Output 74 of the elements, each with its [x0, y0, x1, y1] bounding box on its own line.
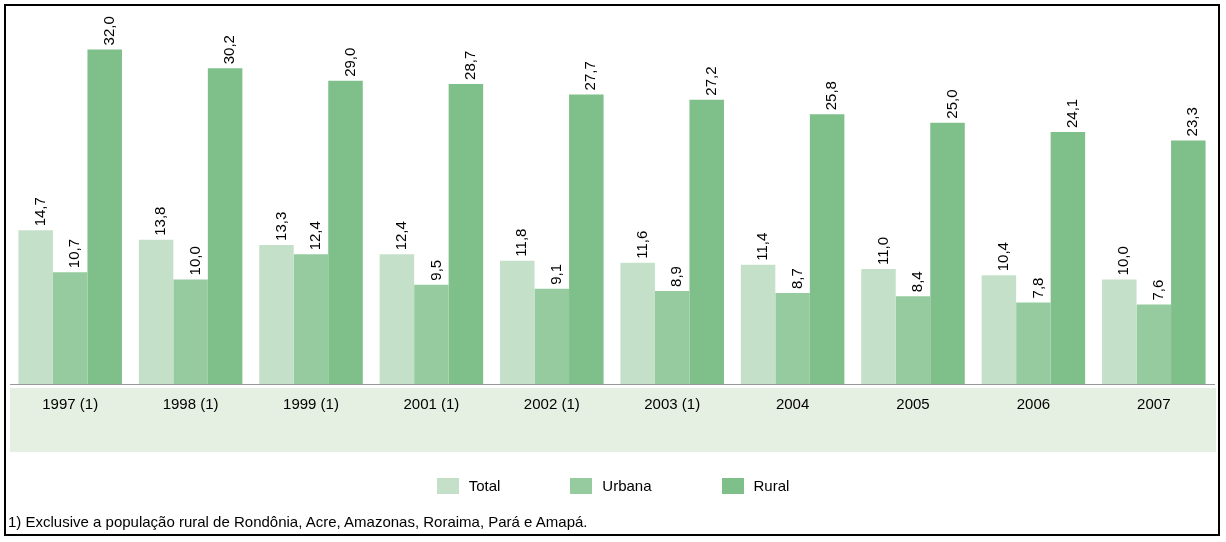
bar [569, 94, 604, 384]
bar [138, 239, 174, 384]
bar [414, 284, 449, 384]
bar [1102, 279, 1137, 384]
data-label: 10,4 [994, 242, 1012, 272]
bar [689, 99, 724, 384]
data-label: 14,7 [30, 197, 48, 227]
bar [1016, 302, 1051, 384]
data-label: 25,8 [822, 81, 840, 111]
data-label: 27,2 [701, 66, 719, 96]
data-label: 29,0 [340, 47, 358, 77]
bar [895, 296, 931, 384]
data-label: 10,0 [185, 246, 203, 276]
bar [448, 83, 484, 384]
x-tick-label: 2002 (1) [523, 395, 580, 413]
bar [654, 290, 690, 384]
bar [775, 293, 810, 384]
bar [981, 275, 1017, 384]
data-label: 8,7 [787, 268, 805, 290]
x-tick-label: 2007 [1137, 395, 1171, 413]
bar [293, 254, 329, 384]
bar [52, 272, 88, 384]
bar [534, 288, 570, 384]
legend-label: Urbana [602, 477, 652, 494]
bar [1136, 304, 1172, 384]
bar [500, 260, 535, 384]
data-label: 25,0 [942, 89, 960, 119]
data-label: 8,4 [908, 271, 926, 293]
data-label: 12,4 [392, 221, 410, 251]
data-label: 12,4 [306, 221, 324, 251]
bar [18, 230, 53, 384]
bar [1050, 132, 1086, 384]
data-label: 11,6 [632, 230, 650, 259]
data-label: 11,4 [753, 232, 771, 261]
x-tick-label: 2003 (1) [644, 395, 701, 413]
bar [173, 279, 208, 384]
x-tick-label: 2004 [775, 395, 810, 413]
text: 1) Exclusive a população rural de Rondônia, Acre, Amazonas, Roraima, Pará e Amapá. [8, 513, 588, 530]
data-label: 32,0 [99, 16, 117, 46]
data-label: 23,3 [1183, 107, 1201, 137]
legend-label: Total [468, 477, 501, 494]
x-tick-label: 2005 [896, 395, 930, 413]
bar [809, 114, 845, 384]
data-label: 10,0 [1114, 246, 1132, 276]
bar [87, 49, 122, 384]
data-label: 24,1 [1063, 98, 1081, 129]
data-label: 11,0 [873, 236, 891, 265]
bar [207, 68, 243, 384]
bar [930, 122, 965, 384]
data-label: 7,8 [1028, 277, 1046, 299]
bar [379, 254, 415, 384]
data-label: 13,8 [151, 206, 169, 236]
bar [259, 244, 294, 384]
data-label: 10,7 [65, 238, 83, 269]
bar [861, 269, 896, 384]
data-label: 9,5 [426, 259, 444, 281]
data-label: 11,8 [512, 228, 530, 257]
x-tick-label: 1997 (1) [42, 395, 99, 413]
x-tick-label: 1998 (1) [162, 395, 219, 413]
bar [740, 264, 776, 384]
x-tick-label: 2006 [1016, 395, 1051, 413]
data-label: 8,9 [667, 266, 685, 287]
bar [620, 262, 655, 384]
data-label: 27,7 [581, 61, 599, 91]
data-label: 28,7 [461, 50, 479, 80]
x-tick-label: 1999 (1) [283, 395, 339, 413]
data-label: 13,3 [271, 211, 289, 241]
bar [328, 80, 363, 384]
x-tick-label: 2001 (1) [403, 395, 460, 413]
bar [1171, 140, 1206, 384]
data-label: 7,6 [1148, 279, 1166, 301]
legend-label: Rural [753, 477, 790, 494]
data-label: 9,1 [546, 264, 564, 285]
data-label: 30,2 [220, 35, 238, 65]
